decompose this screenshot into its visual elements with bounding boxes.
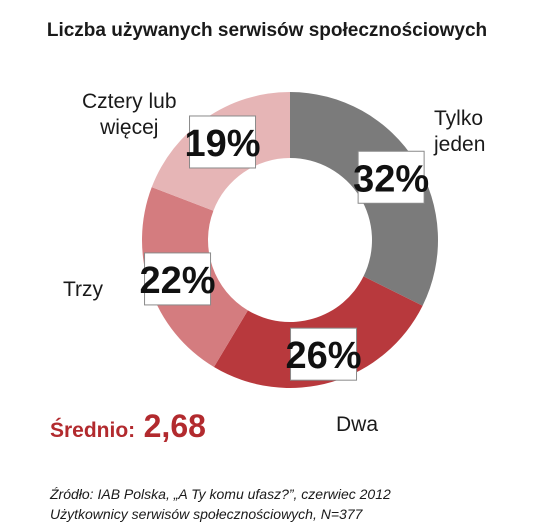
value-label-tylko-jeden: 32% — [353, 158, 429, 200]
chart-title: Liczba używanych serwisów społecznościow… — [46, 20, 488, 41]
category-label-trzy: Trzy — [63, 278, 104, 301]
average-block: Średnio: 2,68 — [50, 408, 206, 445]
value-label-trzy: 22% — [140, 260, 216, 302]
value-label-cztery-lub-wiecej: 19% — [184, 123, 260, 165]
value-label-box-dwa — [290, 327, 358, 381]
value-label-box-cztery-lub-wiecej — [189, 115, 257, 169]
category-label-dwa: Dwa — [336, 413, 379, 436]
source-note: Źródło: IAB Polska, „A Ty komu ufasz?”, … — [50, 484, 391, 524]
value-label-box-trzy — [144, 252, 212, 306]
source-line-2: Użytkownicy serwisów społecznościowych, … — [50, 506, 363, 522]
average-value: 2,68 — [143, 408, 206, 444]
average-label: Średnio: — [50, 419, 136, 442]
value-label-dwa: 26% — [285, 335, 361, 377]
category-label-tylko-jeden: Tylko jeden — [434, 107, 486, 156]
value-label-box-tylko-jeden — [357, 150, 425, 204]
source-line-1: Źródło: IAB Polska, „A Ty komu ufasz?”, … — [50, 486, 391, 502]
category-label-cztery-lub-wiecej: Cztery lub więcej — [82, 90, 177, 139]
